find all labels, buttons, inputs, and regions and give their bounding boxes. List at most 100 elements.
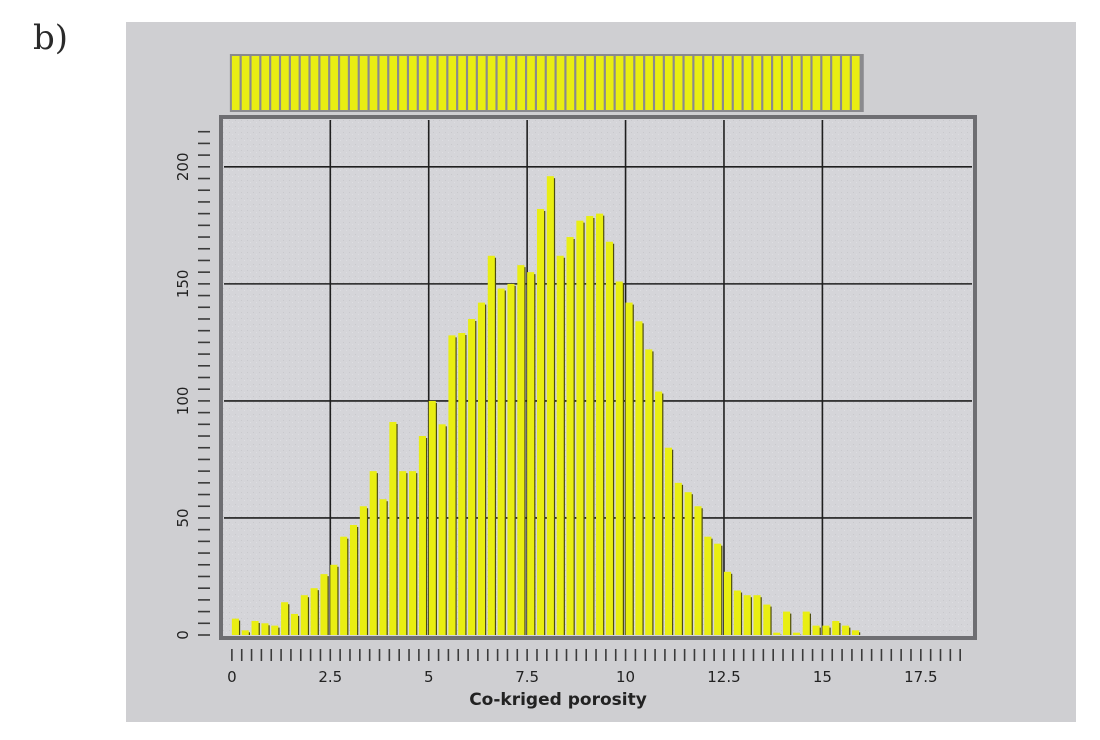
strip-segment <box>379 56 388 110</box>
y-tick-label: 200 <box>174 152 192 181</box>
bar-shadow <box>611 243 615 635</box>
bar-shadow <box>267 625 270 635</box>
bar-shadow <box>828 627 831 635</box>
strip-segment <box>576 56 585 110</box>
strip-segment <box>389 56 398 110</box>
strip-segment <box>664 56 673 110</box>
strip-segment <box>723 56 732 110</box>
histogram-bar <box>359 506 367 635</box>
strip-segment <box>507 56 516 110</box>
strip-segment <box>812 56 821 110</box>
strip-segment <box>763 56 772 110</box>
histogram-bar <box>468 318 476 635</box>
histogram-bar <box>340 536 348 635</box>
bar-shadow <box>838 622 841 635</box>
histogram-bar <box>684 492 692 635</box>
bar-shadow <box>789 613 792 635</box>
histogram-bar <box>399 471 407 635</box>
bar-shadow <box>474 320 477 635</box>
bar-shadow <box>464 335 467 635</box>
histogram-bar <box>330 564 338 635</box>
histogram-bar <box>763 604 771 635</box>
histogram-bar <box>753 595 761 635</box>
x-tick-label: 17.5 <box>904 668 937 686</box>
histogram-bar <box>566 237 574 635</box>
histogram-bar <box>369 471 377 635</box>
x-tick-label: 12.5 <box>707 668 740 686</box>
strip-segment <box>605 56 614 110</box>
bar-shadow <box>434 402 438 635</box>
strip-segment <box>349 56 358 110</box>
strip-segment <box>536 56 545 110</box>
histogram-bar <box>832 620 840 635</box>
bar-shadow <box>395 423 398 635</box>
histogram-bar <box>271 625 279 635</box>
x-tick-label: 2.5 <box>318 668 342 686</box>
bar-shadow <box>493 257 497 635</box>
histogram-bar <box>714 543 722 635</box>
strip-segment <box>438 56 447 110</box>
bar-shadow <box>424 438 428 635</box>
x-tick-label: 5 <box>424 668 434 686</box>
x-axis-label: Co-kriged porosity <box>469 690 647 710</box>
y-tick-label: 100 <box>174 387 192 416</box>
bar-shadow <box>336 566 339 635</box>
histogram-bar <box>674 482 682 635</box>
strip-segment <box>753 56 762 110</box>
histogram-bar <box>694 506 702 635</box>
histogram-bar <box>261 623 269 635</box>
strip-segment <box>792 56 801 110</box>
histogram-bar <box>428 400 436 635</box>
histogram-bar <box>802 611 810 635</box>
strip-segment <box>320 56 329 110</box>
histogram-bar <box>300 595 308 635</box>
histogram-bar <box>290 613 299 635</box>
strip-segment <box>566 56 575 110</box>
bar-shadow <box>277 627 280 635</box>
bar-shadow <box>651 351 654 635</box>
histogram-bar <box>487 255 495 636</box>
bar-shadow <box>415 473 418 635</box>
histogram-bar <box>527 272 535 635</box>
bar-shadow <box>316 590 319 635</box>
histogram-bar <box>812 625 820 635</box>
strip-segment <box>674 56 683 110</box>
strip-segment <box>409 56 417 110</box>
strip-segment <box>497 56 506 110</box>
bar-shadow <box>739 592 743 635</box>
bar-shadow <box>769 606 772 635</box>
strip-segment <box>802 56 811 110</box>
strip-segment <box>783 56 791 110</box>
histogram-bar <box>556 255 564 636</box>
strip-segment <box>487 56 496 110</box>
strip-segment <box>418 56 427 110</box>
bar-shadow <box>444 426 447 635</box>
bin-slider-strip[interactable] <box>229 54 864 112</box>
strip-segment <box>290 56 299 110</box>
histogram-bar <box>645 349 653 635</box>
histogram-bar <box>409 471 417 635</box>
histogram-bar <box>497 288 505 635</box>
bar-shadow <box>454 337 457 635</box>
bar-shadow <box>247 632 251 635</box>
strip-segment <box>310 56 319 110</box>
bar-shadow <box>749 597 752 635</box>
histogram-bar <box>596 213 604 636</box>
strip-segment <box>556 56 565 110</box>
y-axis: 0 50 100 150 200 <box>174 130 210 640</box>
histogram-chart: 0 50 100 150 200 0 2.5 5 7.5 10 12.5 15 17.5 Co-kri… <box>174 54 977 710</box>
strip-segment <box>822 56 831 110</box>
strip-segment <box>546 56 555 110</box>
histogram-bar <box>517 265 525 635</box>
strip-segment <box>251 56 260 110</box>
strip-segment <box>733 56 742 110</box>
strip-segment <box>596 56 604 110</box>
histogram-bar <box>743 595 751 635</box>
bar-shadow <box>513 285 516 635</box>
histogram-bar <box>615 281 623 635</box>
bar-shadow <box>306 597 310 635</box>
bar-shadow <box>365 508 369 635</box>
bar-shadow <box>690 494 693 635</box>
histogram-bar <box>723 571 732 635</box>
y-tick-label: 0 <box>174 630 192 640</box>
